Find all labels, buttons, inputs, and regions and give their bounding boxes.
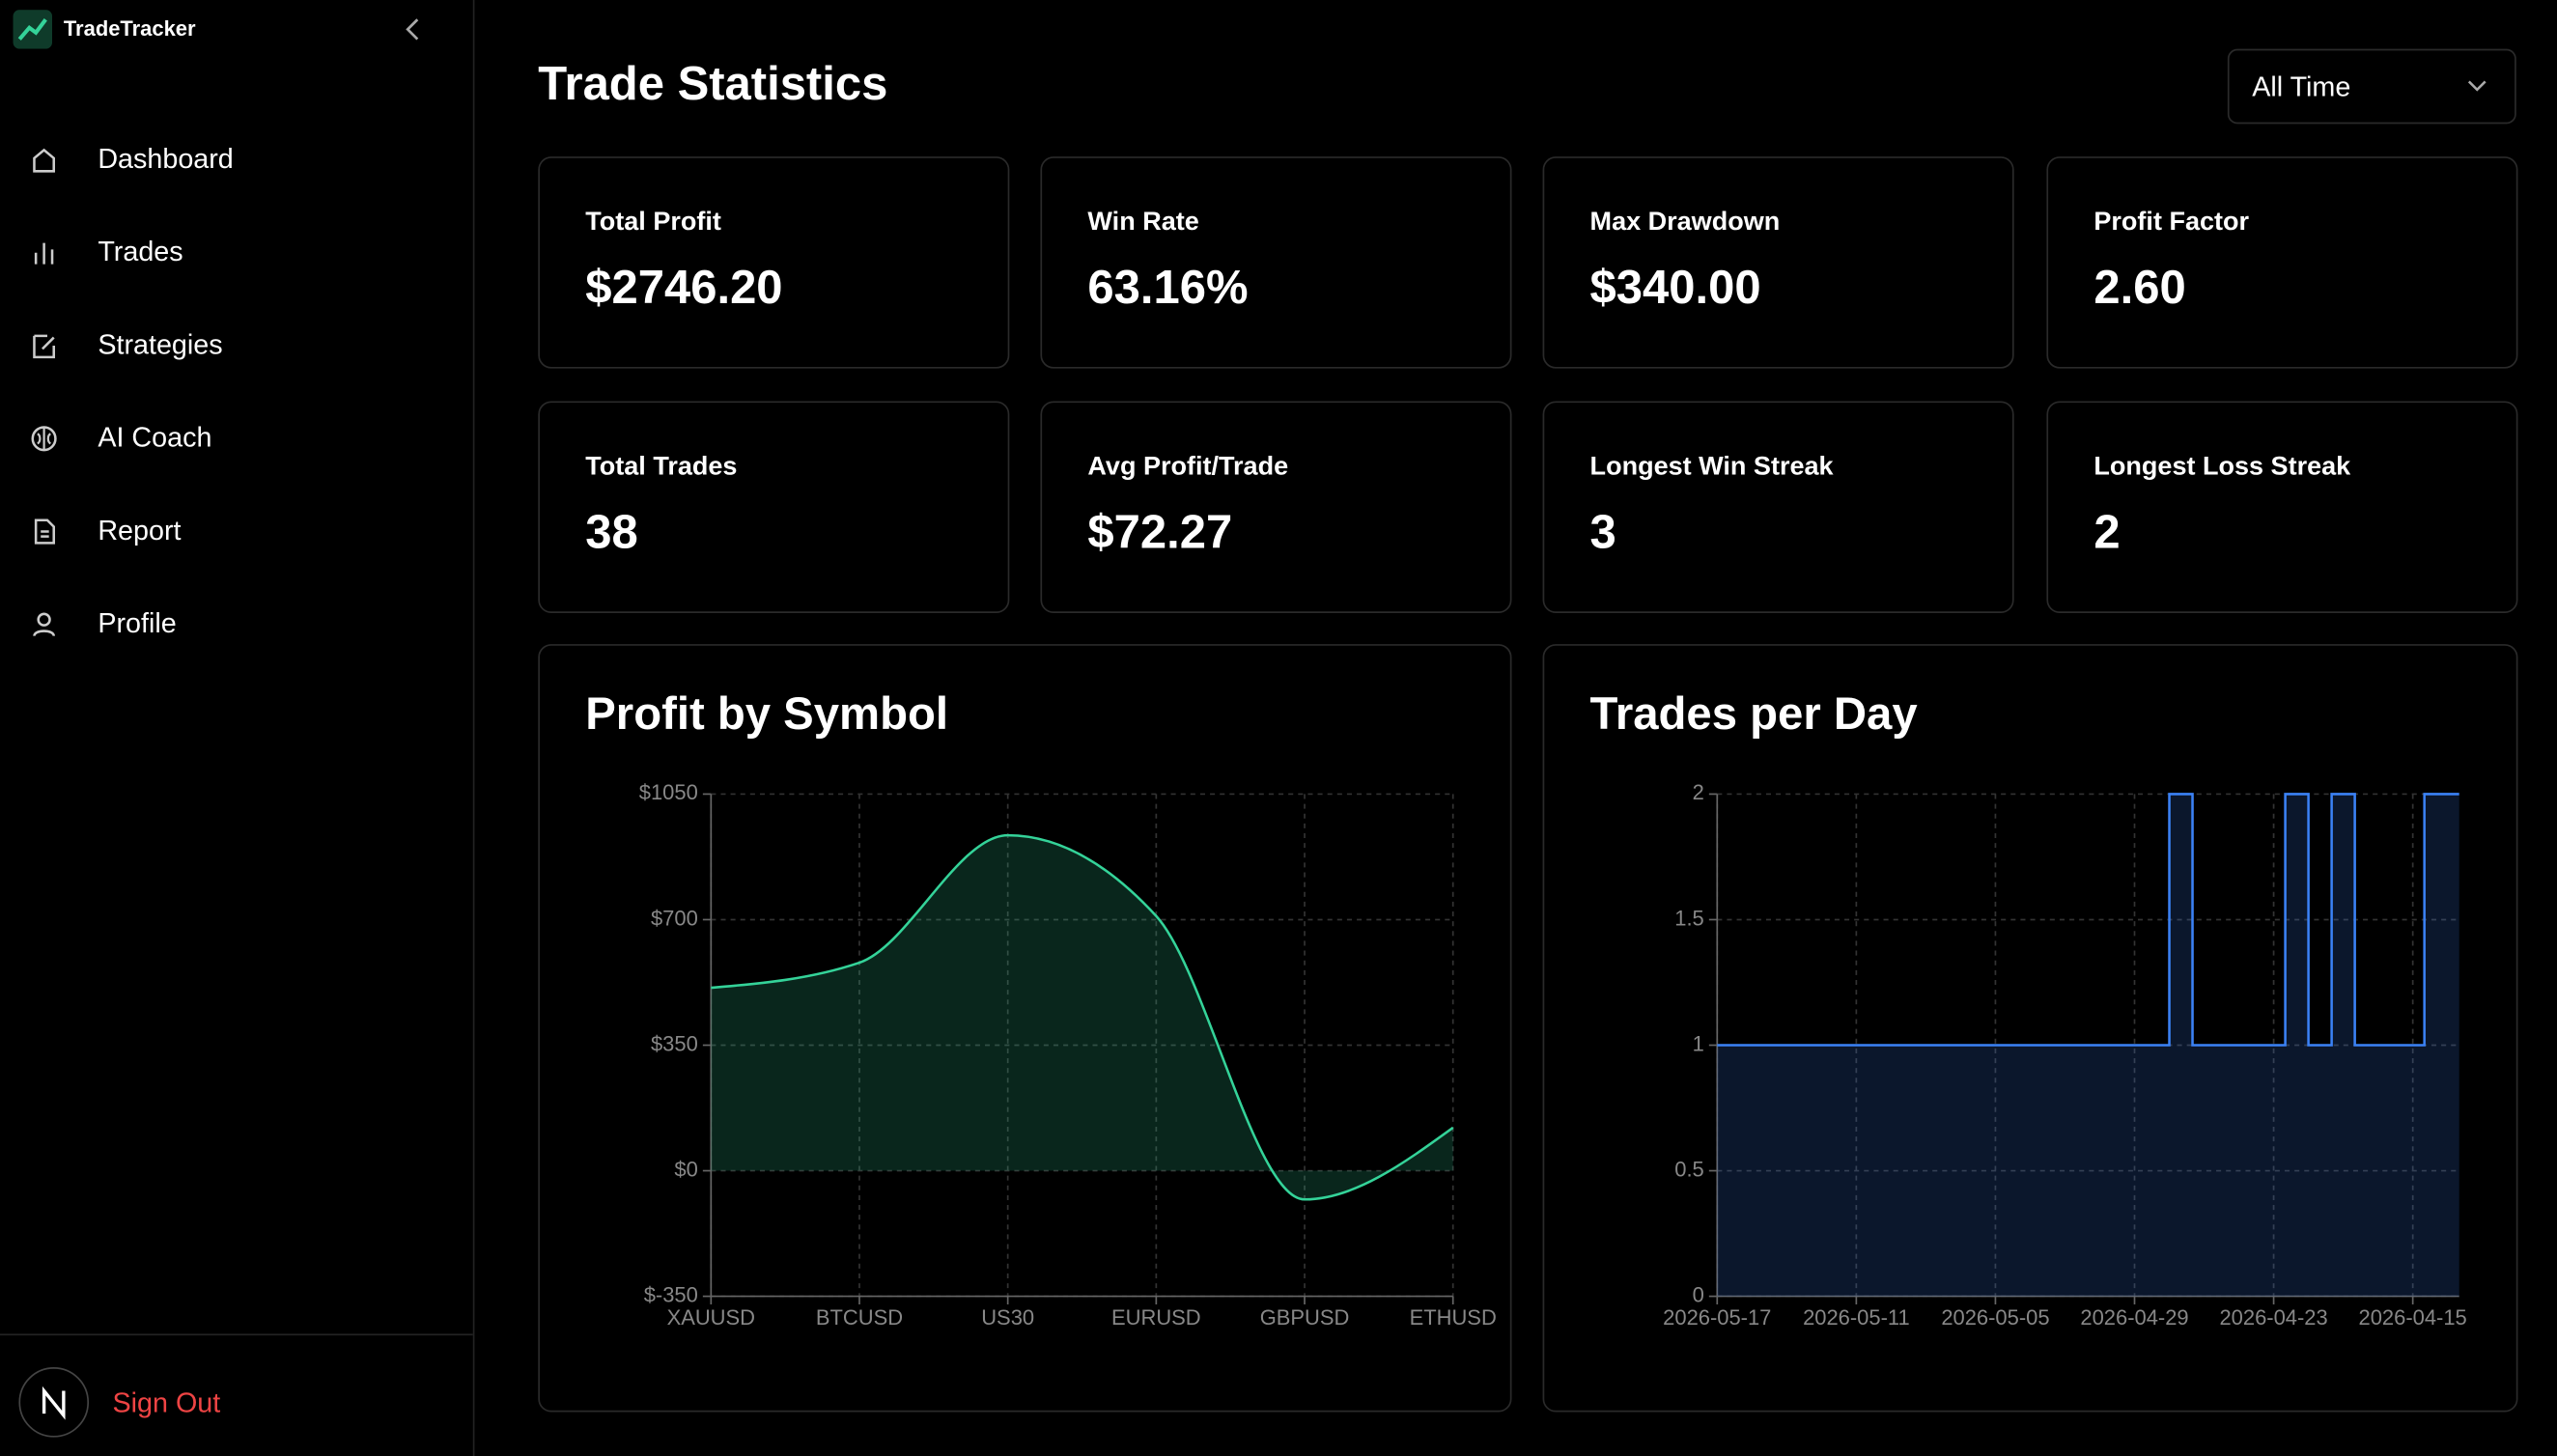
y-tick-label: 2 xyxy=(1693,780,1704,804)
nav-item[interactable]: Dashboard xyxy=(29,135,234,184)
chart-title: Profit by Symbol xyxy=(585,687,948,740)
stat-value: $72.27 xyxy=(1087,507,1233,560)
nav-label: Dashboard xyxy=(98,143,234,175)
logo xyxy=(13,10,53,49)
x-tick-label: 2026-05-11 xyxy=(1803,1305,1910,1330)
nav-item[interactable]: Report xyxy=(29,507,182,556)
chart-card: Trades per Day xyxy=(1542,644,2518,1413)
stat-label: Longest Win Streak xyxy=(1589,453,1834,482)
x-tick-label: ETHUSD xyxy=(1410,1305,1497,1330)
y-tick-label: $-350 xyxy=(644,1282,698,1306)
stat-value: $2746.20 xyxy=(585,262,783,315)
x-tick-label: 2026-05-05 xyxy=(1941,1305,2049,1330)
sign-out[interactable]: Sign Out xyxy=(112,1387,221,1419)
y-tick-label: 0.5 xyxy=(1674,1157,1704,1181)
chart-card: Profit by Symbol xyxy=(538,644,1512,1413)
stat-label: Max Drawdown xyxy=(1589,209,1781,237)
period-label: All Time xyxy=(2252,71,2351,103)
y-tick-label: $350 xyxy=(651,1031,698,1055)
nav-label: Report xyxy=(98,515,182,546)
nav-icon xyxy=(34,518,55,545)
stat-card: Longest Loss Streak 2 xyxy=(2046,401,2518,613)
stat-label: Win Rate xyxy=(1087,209,1199,237)
nav-label: Profile xyxy=(98,607,177,640)
divider xyxy=(0,1333,473,1336)
stat-label: Avg Profit/Trade xyxy=(1087,453,1289,482)
avatar[interactable] xyxy=(18,1366,90,1438)
x-tick-label: 2026-04-23 xyxy=(2219,1305,2327,1330)
y-tick-label: $1050 xyxy=(639,780,698,804)
stat-label: Total Trades xyxy=(585,453,738,482)
y-tick-label: 1 xyxy=(1693,1031,1704,1055)
stat-card: Max Drawdown $340.00 xyxy=(1542,156,2014,369)
y-tick-label: $700 xyxy=(651,906,698,930)
nav-icon xyxy=(33,612,55,637)
stat-label: Total Profit xyxy=(585,209,721,237)
x-tick-label: US30 xyxy=(981,1305,1034,1330)
stat-card: Win Rate 63.16% xyxy=(1040,156,1512,369)
nav-icon xyxy=(33,334,55,359)
stat-card: Longest Win Streak 3 xyxy=(1542,401,2014,613)
nav-item[interactable]: Strategies xyxy=(29,322,223,371)
y-tick-label: 1.5 xyxy=(1674,906,1704,930)
collapse[interactable] xyxy=(401,16,424,42)
stat-value: 2 xyxy=(2093,507,2121,560)
nav-label: AI Coach xyxy=(98,422,212,454)
stat-label: Profit Factor xyxy=(2093,209,2250,237)
nav-label: Trades xyxy=(98,236,183,267)
nav-item[interactable]: Trades xyxy=(29,228,183,277)
area xyxy=(711,835,1453,1200)
stat-value: 3 xyxy=(1589,507,1616,560)
nav-item[interactable]: Profile xyxy=(29,600,177,649)
stat-card: Total Profit $2746.20 xyxy=(538,156,1010,369)
chart-title: Trades per Day xyxy=(1589,687,1918,740)
sidebar: TradeTracker Dashboard Trades Strategies AI… xyxy=(0,0,475,1456)
stat-card: Profit Factor 2.60 xyxy=(2046,156,2518,369)
app-name: TradeTracker xyxy=(63,15,196,42)
nav-label: Strategies xyxy=(98,329,223,361)
stat-card: Total Trades 38 xyxy=(538,401,1010,613)
x-tick-label: 2026-05-17 xyxy=(1663,1305,1771,1330)
stat-card: Avg Profit/Trade $72.27 xyxy=(1040,401,1512,613)
stat-value: 63.16% xyxy=(1087,262,1249,315)
x-tick-label: 2026-04-29 xyxy=(2080,1305,2188,1330)
period-select[interactable]: All Time xyxy=(2227,48,2516,125)
x-tick-label: GBPUSD xyxy=(1260,1305,1350,1330)
stat-label: Longest Loss Streak xyxy=(2093,453,2351,482)
nav-icon xyxy=(31,426,57,452)
line xyxy=(711,833,1454,1201)
stat-value: 38 xyxy=(585,507,638,560)
page-title: Trade Statistics xyxy=(538,58,888,111)
nav-icon xyxy=(34,242,54,265)
nav-icon xyxy=(33,148,55,173)
line xyxy=(1717,793,2459,1047)
y-tick-label: $0 xyxy=(674,1157,697,1181)
stat-value: $340.00 xyxy=(1589,262,1761,315)
x-tick-label: XAUUSD xyxy=(667,1305,755,1330)
x-tick-label: EURUSD xyxy=(1111,1305,1201,1330)
x-tick-label: 2026-04-15 xyxy=(2359,1305,2467,1330)
chevron xyxy=(2467,80,2487,92)
y-tick-label: 0 xyxy=(1693,1282,1704,1306)
x-tick-label: BTCUSD xyxy=(816,1305,903,1330)
stat-value: 2.60 xyxy=(2093,262,2186,315)
nav-item[interactable]: AI Coach xyxy=(29,414,211,463)
